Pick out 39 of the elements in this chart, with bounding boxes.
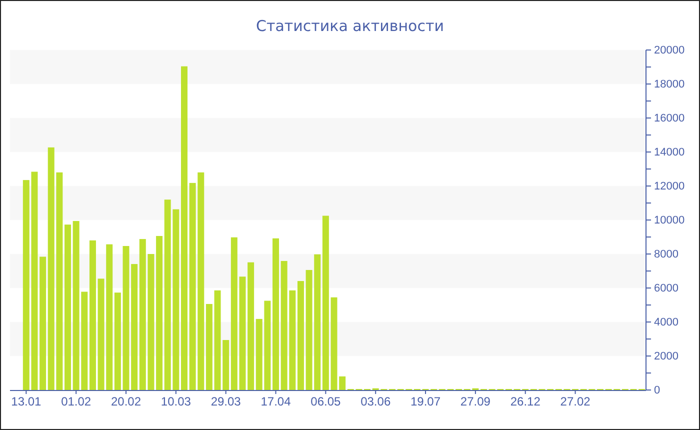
x-tick-label: 29.03 (210, 394, 242, 409)
bar (339, 376, 346, 390)
bar (330, 297, 338, 390)
y-tick-label: 16000 (654, 112, 685, 125)
y-tick-label: 2000 (654, 350, 678, 363)
bar (122, 246, 130, 390)
y-tick-label: 8000 (654, 248, 678, 261)
bar (114, 292, 121, 390)
x-tick-label: 27.02 (560, 394, 591, 409)
y-tick-label: 18000 (654, 78, 685, 91)
y-tick-label: 10000 (654, 214, 685, 227)
bar (297, 281, 304, 390)
x-tick-label: 19.07 (410, 394, 441, 409)
bar (131, 264, 138, 390)
x-tick-label: 01.02 (61, 394, 92, 409)
bar (156, 236, 163, 390)
x-tick-label: 17.04 (260, 394, 292, 409)
x-tick-label: 06.05 (310, 394, 342, 409)
y-tick-label: 12000 (654, 180, 685, 193)
x-tick-label: 27.09 (460, 394, 491, 409)
bar (180, 66, 188, 390)
y-tick-label: 6000 (654, 282, 678, 295)
bar (322, 216, 329, 390)
y-tick-label: 4000 (654, 316, 678, 329)
y-tick-label: 0 (654, 384, 660, 397)
bar (248, 262, 254, 390)
x-tick-label: 26.12 (510, 394, 541, 409)
x-tick-label: 10.03 (160, 394, 192, 409)
bar (206, 304, 212, 390)
bar (89, 240, 96, 390)
bar (40, 256, 46, 390)
x-tick-label: 13.01 (11, 394, 42, 409)
bar (64, 224, 72, 390)
y-tick-label: 20000 (654, 44, 685, 57)
chart-title: Статистика активности (256, 17, 444, 35)
x-tick-label: 20.02 (110, 394, 142, 409)
bar (272, 238, 280, 390)
y-tick-label: 14000 (654, 146, 685, 159)
x-tick-label: 03.06 (360, 394, 391, 409)
